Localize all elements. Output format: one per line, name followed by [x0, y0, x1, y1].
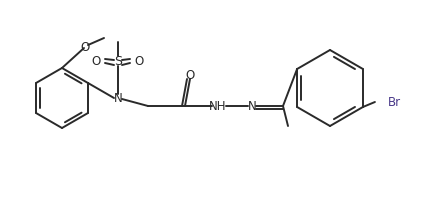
Text: N: N [248, 99, 256, 112]
Text: O: O [80, 41, 89, 54]
Text: NH: NH [209, 99, 227, 112]
Text: O: O [134, 55, 144, 68]
Text: N: N [114, 91, 123, 104]
Text: S: S [114, 55, 122, 68]
Text: O: O [91, 55, 101, 68]
Text: Br: Br [388, 96, 401, 109]
Text: O: O [185, 69, 195, 82]
